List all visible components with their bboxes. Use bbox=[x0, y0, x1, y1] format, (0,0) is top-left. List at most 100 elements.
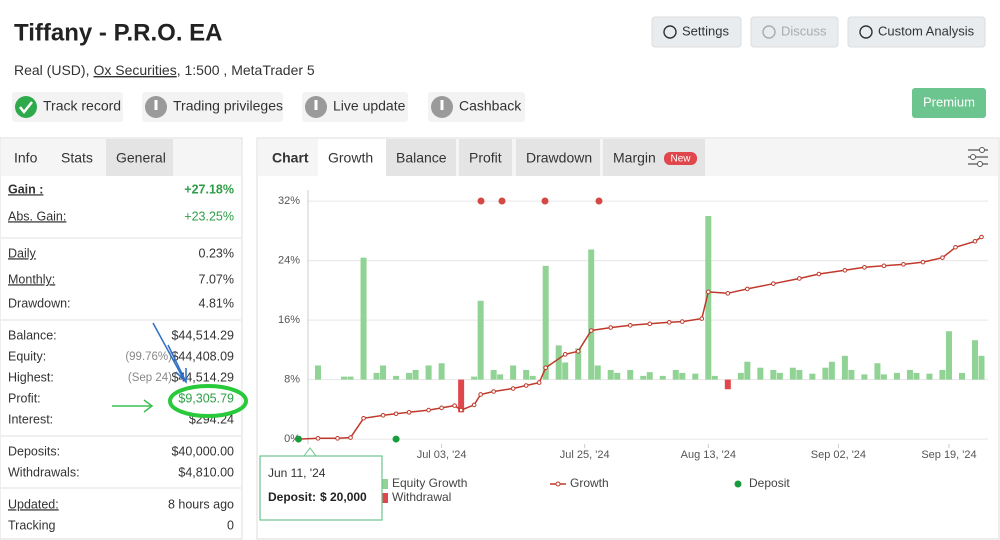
bar bbox=[406, 372, 413, 380]
chart-tab-bg bbox=[516, 139, 600, 176]
bar bbox=[893, 372, 900, 380]
stat-label: Monthly: bbox=[8, 272, 55, 286]
stat-value: $44,514.29 bbox=[171, 328, 234, 342]
chart-tab[interactable]: Margin bbox=[613, 150, 656, 166]
stat-value: 7.07% bbox=[199, 272, 234, 286]
legend-swatch bbox=[378, 479, 388, 489]
chart-tab-bg bbox=[459, 139, 512, 176]
y-tick-label: 0% bbox=[284, 433, 300, 445]
stat-value: $9,305.79 bbox=[178, 391, 234, 405]
bar bbox=[646, 372, 653, 380]
growth-point bbox=[608, 325, 614, 330]
chart-tab[interactable]: Drawdown bbox=[526, 150, 592, 166]
bar bbox=[737, 372, 744, 380]
account-info: Real (USD), Ox Securities, 1:500 , MetaTr… bbox=[14, 62, 315, 78]
account-type: Real (USD), bbox=[14, 62, 89, 78]
bar bbox=[926, 373, 933, 380]
deposit-point bbox=[295, 435, 303, 443]
bar bbox=[724, 379, 731, 390]
side-tab-active bbox=[106, 139, 173, 176]
chart-tab[interactable]: Profit bbox=[469, 150, 502, 166]
growth-point bbox=[393, 411, 399, 417]
bar bbox=[529, 375, 536, 380]
side-tab[interactable]: Info bbox=[14, 150, 38, 166]
legend-label[interactable]: Deposit bbox=[749, 476, 790, 490]
chart-tab[interactable]: Growth bbox=[328, 150, 373, 166]
bar bbox=[425, 365, 432, 380]
growth-point bbox=[426, 407, 431, 413]
check-mark bbox=[19, 101, 33, 115]
bar bbox=[380, 365, 387, 380]
bar bbox=[555, 345, 562, 380]
stat-note: (99.76%) bbox=[125, 351, 172, 363]
bar bbox=[562, 362, 569, 380]
stat-label: Profit: bbox=[8, 391, 41, 405]
chart-tab[interactable]: Balance bbox=[396, 150, 447, 166]
chart-tab[interactable]: Chart bbox=[272, 150, 309, 166]
x-tick-label: Sep 19, '24 bbox=[921, 449, 976, 461]
stat-value: $4,810.00 bbox=[178, 465, 234, 479]
button-label: Settings bbox=[682, 23, 729, 38]
stat-label: Highest: bbox=[8, 370, 54, 384]
legend-label[interactable]: Growth bbox=[570, 476, 609, 490]
growth-point bbox=[575, 349, 581, 354]
badge bbox=[12, 92, 123, 122]
stat-value: +27.18% bbox=[184, 182, 234, 196]
stat-value: +23.25% bbox=[184, 209, 234, 223]
bar bbox=[672, 369, 679, 380]
stat-label: Abs. Gain: bbox=[8, 209, 66, 223]
x-tick-label: Jul 25, '24 bbox=[560, 449, 610, 461]
bar bbox=[412, 369, 419, 380]
side-tab[interactable]: Stats bbox=[61, 150, 93, 166]
premium-label: Premium bbox=[923, 94, 975, 109]
button[interactable] bbox=[750, 16, 839, 48]
legend-label[interactable]: Equity Growth bbox=[392, 476, 467, 490]
bar bbox=[588, 249, 595, 380]
stat-label: Deposits: bbox=[8, 444, 60, 458]
stat-label: Drawdown: bbox=[8, 296, 71, 310]
growth-point bbox=[725, 291, 731, 296]
annotations bbox=[112, 322, 187, 413]
growth-point bbox=[816, 271, 822, 277]
arrow-head bbox=[175, 368, 187, 384]
growth-point bbox=[979, 234, 984, 240]
bar bbox=[373, 372, 380, 380]
growth-point bbox=[491, 389, 496, 394]
side-tab[interactable]: General bbox=[116, 150, 166, 166]
event-dot bbox=[498, 197, 506, 205]
bar bbox=[939, 369, 946, 380]
bar bbox=[913, 372, 920, 380]
button[interactable] bbox=[847, 16, 986, 48]
growth-point bbox=[452, 403, 457, 408]
growth-point bbox=[705, 289, 711, 295]
badge-label: Live update bbox=[333, 98, 406, 114]
stat-label: Withdrawals: bbox=[8, 465, 80, 479]
x-tick-label: Jul 03, '24 bbox=[417, 449, 467, 461]
growth-point bbox=[361, 415, 366, 421]
new-badge-label: New bbox=[670, 154, 691, 165]
growth-point bbox=[380, 412, 386, 418]
growth-point bbox=[901, 262, 906, 267]
growth-point bbox=[953, 244, 958, 250]
growth-point bbox=[523, 383, 529, 388]
stat-label: Equity: bbox=[8, 349, 46, 363]
button[interactable] bbox=[651, 16, 742, 48]
stat-value: $40,000.00 bbox=[171, 444, 234, 458]
bar bbox=[822, 367, 829, 380]
bar bbox=[627, 369, 634, 380]
broker-link[interactable]: Ox Securities bbox=[93, 62, 176, 78]
tooltip-value: Deposit: $ 20,000 bbox=[268, 490, 367, 504]
bar bbox=[679, 372, 686, 380]
event-dot bbox=[595, 197, 603, 205]
stat-label: Gain : bbox=[8, 182, 43, 196]
growth-point bbox=[745, 286, 750, 292]
premium-button[interactable] bbox=[912, 88, 986, 118]
growth-point bbox=[439, 405, 444, 411]
event-dot bbox=[477, 197, 485, 205]
growth-point bbox=[647, 321, 653, 327]
bar bbox=[796, 369, 803, 380]
bar bbox=[945, 331, 952, 380]
legend-label[interactable]: Withdrawal bbox=[392, 490, 451, 504]
bar bbox=[874, 363, 881, 380]
